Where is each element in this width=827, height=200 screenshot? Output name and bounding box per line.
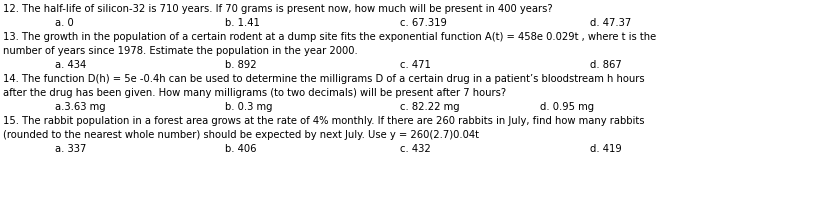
Text: b. 406: b. 406 [225,144,256,154]
Text: 13. The growth in the population of a certain rodent at a dump site fits the exp: 13. The growth in the population of a ce… [3,32,656,42]
Text: d. 47.37: d. 47.37 [590,18,630,28]
Text: a. 0: a. 0 [55,18,74,28]
Text: c. 432: c. 432 [399,144,430,154]
Text: 15. The rabbit population in a forest area grows at the rate of 4% monthly. If t: 15. The rabbit population in a forest ar… [3,116,643,126]
Text: a.3.63 mg: a.3.63 mg [55,102,106,112]
Text: a. 434: a. 434 [55,60,86,70]
Text: number of years since 1978. Estimate the population in the year 2000.: number of years since 1978. Estimate the… [3,46,357,56]
Text: d. 867: d. 867 [590,60,621,70]
Text: (rounded to the nearest whole number) should be expected by next July. Use y = 2: (rounded to the nearest whole number) sh… [3,130,479,140]
Text: b. 892: b. 892 [225,60,256,70]
Text: 14. The function D(h) = 5e -0.4h can be used to determine the milligrams D of a : 14. The function D(h) = 5e -0.4h can be … [3,74,644,84]
Text: b. 1.41: b. 1.41 [225,18,260,28]
Text: a. 337: a. 337 [55,144,86,154]
Text: c. 67.319: c. 67.319 [399,18,447,28]
Text: b. 0.3 mg: b. 0.3 mg [225,102,272,112]
Text: 12. The half-life of silicon-32 is 710 years. If 70 grams is present now, how mu: 12. The half-life of silicon-32 is 710 y… [3,4,552,14]
Text: c. 471: c. 471 [399,60,430,70]
Text: d. 419: d. 419 [590,144,621,154]
Text: d. 0.95 mg: d. 0.95 mg [539,102,594,112]
Text: c. 82.22 mg: c. 82.22 mg [399,102,459,112]
Text: after the drug has been given. How many milligrams (to two decimals) will be pre: after the drug has been given. How many … [3,88,505,98]
